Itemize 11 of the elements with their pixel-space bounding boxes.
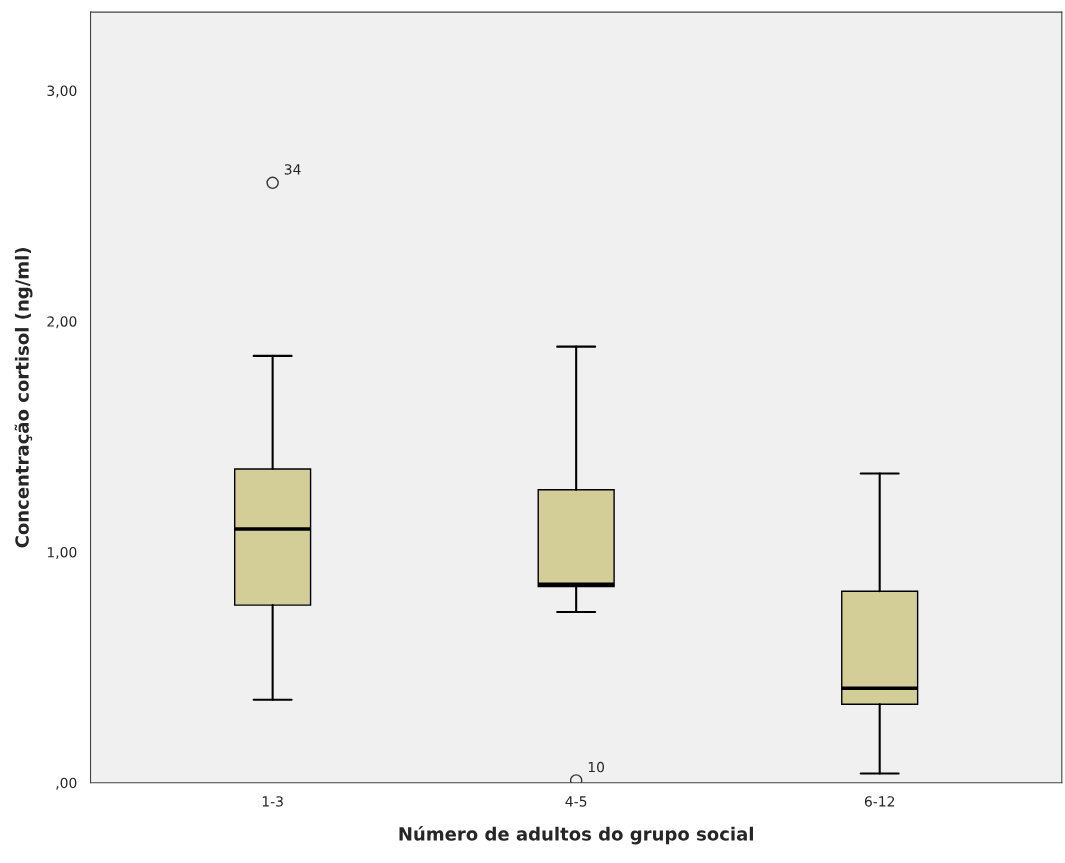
y-tick-label: 1,00 <box>47 546 77 559</box>
y-tick-label: 3,00 <box>47 85 77 98</box>
x-tick-label: 4-5 <box>565 796 587 807</box>
y-tick-label: ,00 <box>56 777 77 790</box>
annotation: 10 <box>588 761 605 773</box>
x-tick-label: 1-3 <box>262 796 283 807</box>
y-tick-label: 2,00 <box>47 316 77 329</box>
y-axis-title: Concentração cortisol (ng/ml) <box>14 247 33 548</box>
x-axis-title: Número de adultos do grupo social <box>399 826 753 845</box>
x-tick-label: 6-12 <box>864 796 895 807</box>
annotation: 34 <box>284 164 301 175</box>
